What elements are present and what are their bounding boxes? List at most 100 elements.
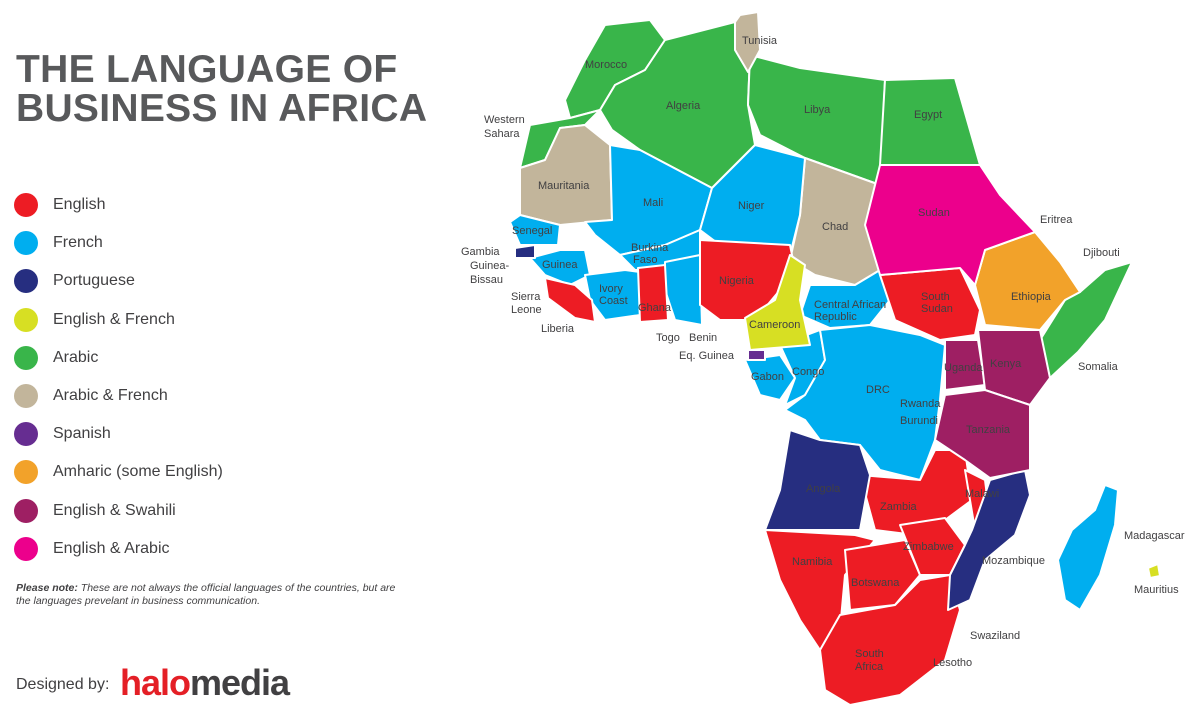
legend-label: Arabic & French	[53, 387, 168, 405]
label-south-sudan-2: Sudan	[921, 303, 953, 315]
label-guinea-bissau-2: Bissau	[470, 274, 503, 286]
legend-swatch-spanish	[14, 422, 38, 447]
country-drc	[784, 324, 946, 481]
label-sierra-1: Sierra	[511, 291, 541, 303]
label-niger: Niger	[738, 200, 765, 212]
label-mozambique: Mozambique	[982, 555, 1045, 567]
label-eritrea: Eritrea	[1040, 214, 1073, 226]
label-burkina-1: Burkina	[631, 242, 669, 254]
legend-label: English & French	[53, 310, 175, 328]
halomedia-logo: halomedia	[120, 662, 290, 704]
country-tunisia	[734, 11, 761, 73]
label-burundi: Burundi	[900, 415, 938, 427]
country-gabon	[744, 354, 796, 401]
country-kenya	[977, 329, 1051, 406]
country-angola	[764, 429, 871, 531]
legend-item-french: French	[14, 224, 223, 262]
label-car-1: Central African	[814, 299, 886, 311]
country-sierra-leone-liberia	[544, 277, 596, 323]
label-angola: Angola	[806, 483, 841, 495]
country-guinea-bissau	[514, 244, 536, 259]
label-drc: DRC	[866, 384, 890, 396]
label-madagascar: Madagascar	[1124, 530, 1185, 542]
country-tanzania	[934, 389, 1031, 479]
label-gambia: Gambia	[461, 246, 500, 258]
legend-item-english-arabic: English & Arabic	[14, 530, 223, 568]
legend-item-english-swahili: English & Swahili	[14, 492, 223, 530]
legend: English French Portuguese English & Fren…	[14, 186, 223, 568]
label-ghana: Ghana	[638, 302, 672, 314]
legend-label: Spanish	[53, 425, 111, 443]
country-niger	[699, 144, 806, 256]
label-benin: Benin	[689, 332, 717, 344]
country-ethiopia	[974, 231, 1081, 331]
title-line-2: BUSINESS IN AFRICA	[16, 87, 428, 130]
map-title: THE LANGUAGE OF BUSINESS IN AFRICA	[16, 50, 456, 128]
label-sudan: Sudan	[918, 207, 950, 219]
legend-label: Portuguese	[53, 272, 135, 290]
legend-item-portuguese: Portuguese	[14, 262, 223, 300]
label-libya: Libya	[804, 104, 831, 116]
country-south-africa	[819, 574, 961, 706]
label-congo: Congo	[792, 366, 824, 378]
legend-swatch-arabic	[14, 345, 38, 370]
country-mozambique	[947, 469, 1031, 611]
country-car	[799, 269, 891, 329]
country-botswana	[844, 539, 921, 611]
legend-swatch-amharic	[14, 460, 38, 485]
label-botswana: Botswana	[851, 577, 900, 589]
label-south-africa-1: South	[855, 648, 884, 660]
label-western-sahara-1: Western	[484, 114, 525, 126]
label-lesotho: Lesotho	[933, 657, 972, 669]
legend-item-english: English	[14, 186, 223, 224]
label-tunisia: Tunisia	[742, 35, 778, 47]
label-algeria: Algeria	[666, 100, 701, 112]
country-somalia	[1039, 261, 1133, 379]
label-namibia: Namibia	[792, 556, 833, 568]
country-sudan	[864, 164, 1036, 286]
legend-item-arabic: Arabic	[14, 339, 223, 377]
label-car-2: Republic	[814, 311, 857, 323]
legend-swatch-english-arabic	[14, 536, 38, 561]
label-mali: Mali	[643, 197, 663, 209]
credit-label: Designed by:	[16, 676, 110, 693]
legend-item-english-french: English & French	[14, 301, 223, 339]
legend-swatch-english	[14, 193, 38, 218]
legend-item-amharic: Amharic (some English)	[14, 453, 223, 491]
legend-label: Arabic	[53, 348, 99, 366]
label-ivory-1: Ivory	[599, 283, 623, 295]
footnote: Please note: These are not always the of…	[16, 582, 396, 608]
label-uganda: Uganda	[944, 362, 983, 374]
legend-label: Amharic (some English)	[53, 463, 223, 481]
label-sierra-2: Leone	[511, 304, 542, 316]
label-south-sudan-1: South	[921, 291, 950, 303]
label-liberia: Liberia	[541, 323, 575, 335]
label-ethiopia: Ethiopia	[1011, 291, 1052, 303]
title-line-1: THE LANGUAGE OF	[16, 48, 398, 91]
label-gabon: Gabon	[751, 371, 784, 383]
label-senegal: Senegal	[512, 225, 552, 237]
label-kenya: Kenya	[990, 358, 1022, 370]
label-chad: Chad	[822, 221, 848, 233]
label-ivory-2: Coast	[599, 295, 628, 307]
label-rwanda: Rwanda	[900, 398, 941, 410]
country-egypt	[879, 77, 981, 166]
legend-item-arabic-french: Arabic & French	[14, 377, 223, 415]
label-burkina-2: Faso	[633, 254, 657, 266]
country-cameroon	[744, 254, 811, 351]
legend-swatch-portuguese	[14, 269, 38, 294]
country-ghana	[637, 264, 669, 323]
logo-part-media: media	[190, 662, 290, 703]
label-zimbabwe: Zimbabwe	[903, 541, 954, 553]
label-guinea-bissau-1: Guinea-	[470, 260, 509, 272]
label-zambia: Zambia	[880, 501, 918, 513]
country-madagascar	[1057, 484, 1119, 611]
legend-swatch-french	[14, 231, 38, 256]
label-mauritius: Mauritius	[1134, 584, 1179, 596]
label-swaziland: Swaziland	[970, 630, 1020, 642]
label-south-africa-2: Africa	[855, 661, 884, 673]
legend-label: English & Arabic	[53, 539, 170, 557]
label-malawi: Malawi	[965, 488, 999, 500]
label-egypt: Egypt	[914, 109, 942, 121]
footnote-text: These are not always the official langua…	[16, 582, 396, 607]
